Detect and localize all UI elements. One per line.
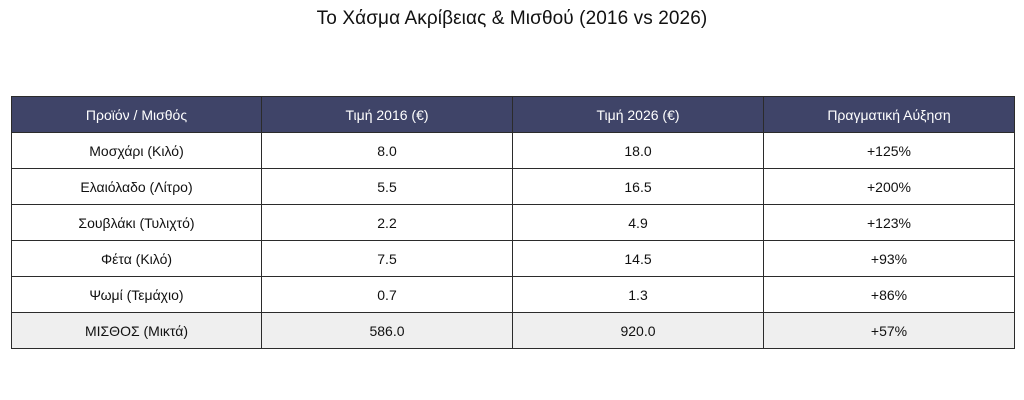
table-cell: +57% [763, 312, 1015, 349]
table-row: Σουβλάκι (Τυλιχτό) 2.2 4.9 +123% [11, 204, 1015, 241]
column-header-price-2026: Τιμή 2026 (€) [512, 96, 764, 133]
price-table: Προϊόν / Μισθός Τιμή 2016 (€) Τιμή 2026 … [11, 96, 1015, 349]
column-header-real-increase: Πραγματική Αύξηση [763, 96, 1015, 133]
table-cell: 14.5 [512, 240, 764, 277]
table-cell: ΜΙΣΘΟΣ (Μικτά) [11, 312, 262, 349]
table-row: Φέτα (Κιλό) 7.5 14.5 +93% [11, 240, 1015, 277]
table-cell: Φέτα (Κιλό) [11, 240, 262, 277]
table-cell: Ψωμί (Τεμάχιο) [11, 276, 262, 313]
table-cell: +200% [763, 168, 1015, 205]
chart-title: Το Χάσμα Ακρίβειας & Μισθού (2016 vs 202… [316, 8, 708, 29]
table-cell: 586.0 [261, 312, 513, 349]
table-cell: +86% [763, 276, 1015, 313]
table-cell: 2.2 [261, 204, 513, 241]
table-cell: 7.5 [261, 240, 513, 277]
table-cell: Ελαιόλαδο (Λίτρο) [11, 168, 262, 205]
table-cell: +125% [763, 132, 1015, 169]
table-header-row: Προϊόν / Μισθός Τιμή 2016 (€) Τιμή 2026 … [11, 96, 1015, 133]
column-header-product: Προϊόν / Μισθός [11, 96, 262, 133]
table-cell: 0.7 [261, 276, 513, 313]
table-cell: Σουβλάκι (Τυλιχτό) [11, 204, 262, 241]
table-row: Ψωμί (Τεμάχιο) 0.7 1.3 +86% [11, 276, 1015, 313]
table-row: Μοσχάρι (Κιλό) 8.0 18.0 +125% [11, 132, 1015, 169]
table-cell: 920.0 [512, 312, 764, 349]
table-cell: 18.0 [512, 132, 764, 169]
table-cell: 1.3 [512, 276, 764, 313]
table-header: Προϊόν / Μισθός Τιμή 2016 (€) Τιμή 2026 … [11, 96, 1015, 133]
table-cell: +93% [763, 240, 1015, 277]
table-cell: 5.5 [261, 168, 513, 205]
table-row-wage-total: ΜΙΣΘΟΣ (Μικτά) 586.0 920.0 +57% [11, 312, 1015, 349]
table-body: Μοσχάρι (Κιλό) 8.0 18.0 +125% Ελαιόλαδο … [11, 132, 1015, 349]
column-header-price-2016: Τιμή 2016 (€) [261, 96, 513, 133]
table-cell: Μοσχάρι (Κιλό) [11, 132, 262, 169]
table-cell: 4.9 [512, 204, 764, 241]
table-row: Ελαιόλαδο (Λίτρο) 5.5 16.5 +200% [11, 168, 1015, 205]
table-cell: +123% [763, 204, 1015, 241]
table-cell: 8.0 [261, 132, 513, 169]
table-cell: 16.5 [512, 168, 764, 205]
